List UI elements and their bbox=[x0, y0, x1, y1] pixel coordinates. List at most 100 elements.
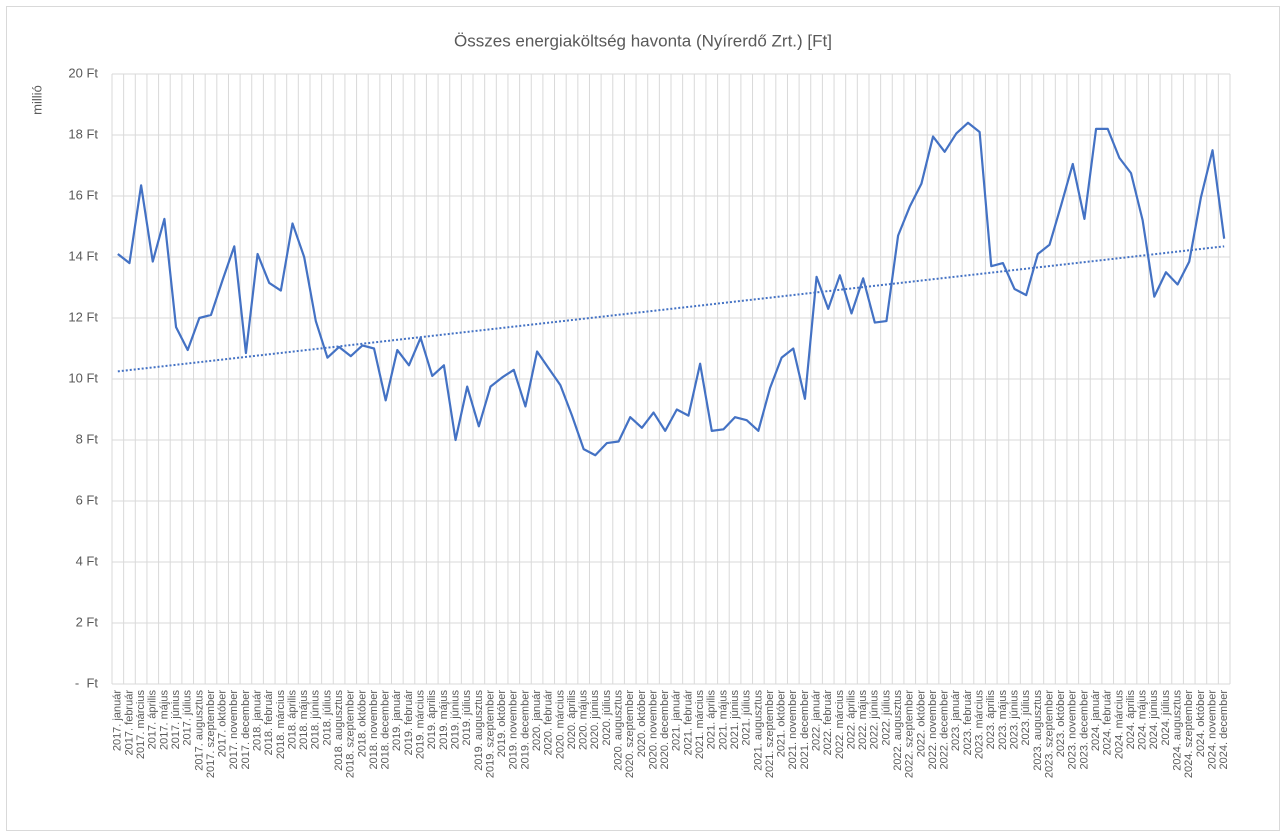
x-tick-label: 2017. október bbox=[217, 690, 229, 758]
x-tick-label: 2024. július bbox=[1160, 690, 1172, 746]
x-tick-label: 2019. szeptember bbox=[484, 690, 496, 778]
x-tick-label: 2019. május bbox=[438, 690, 450, 750]
chart-title: Összes energiaköltség havonta (Nyírerdő … bbox=[454, 31, 832, 50]
x-tick-label: 2021. szeptember bbox=[764, 690, 776, 778]
x-tick-label: 2023. szeptember bbox=[1043, 690, 1055, 778]
x-tick-label: 2023. február bbox=[962, 690, 974, 756]
x-tick-label: 2018. október bbox=[356, 690, 368, 758]
x-tick-label: 2024. november bbox=[1206, 690, 1218, 770]
x-tick-label: 2021. augusztus bbox=[752, 690, 764, 771]
x-tick-label: 2022. április bbox=[845, 690, 857, 750]
x-tick-label: 2020. október bbox=[636, 690, 648, 758]
x-tick-label: 2020. július bbox=[601, 690, 613, 746]
y-tick-label: 18 Ft bbox=[68, 126, 98, 141]
x-tick-label: 2023. december bbox=[1078, 690, 1090, 770]
x-tick-label: 2023. április bbox=[985, 690, 997, 750]
x-tick-label: 2020. február bbox=[543, 690, 555, 756]
x-tick-label: 2017. június bbox=[170, 690, 182, 750]
x-tick-label: 2021. február bbox=[682, 690, 694, 756]
y-tick-label: 12 Ft bbox=[68, 309, 98, 324]
x-tick-label: 2020. március bbox=[554, 690, 566, 760]
x-tick-label: 2017. augusztus bbox=[193, 690, 205, 771]
x-tick-label: 2024. október bbox=[1195, 690, 1207, 758]
x-tick-label: 2023. január bbox=[950, 690, 962, 751]
x-tick-label: 2019. július bbox=[461, 690, 473, 746]
y-tick-label: 10 Ft bbox=[68, 370, 98, 385]
x-tick-label: 2021. november bbox=[787, 690, 799, 770]
x-tick-label: 2019. október bbox=[496, 690, 508, 758]
x-tick-label: 2022. szeptember bbox=[904, 690, 916, 778]
x-tick-label: 2017. január bbox=[112, 690, 124, 751]
x-tick-label: 2024. június bbox=[1148, 690, 1160, 750]
x-tick-label: 2018. augusztus bbox=[333, 690, 345, 771]
x-tick-label: 2020. november bbox=[647, 690, 659, 770]
x-tick-label: 2020. január bbox=[531, 690, 543, 751]
y-tick-label: 4 Ft bbox=[76, 553, 99, 568]
x-tick-label: 2017. február bbox=[123, 690, 135, 756]
x-tick-label: 2019. április bbox=[426, 690, 438, 750]
x-tick-label: 2018. március bbox=[275, 690, 287, 760]
x-tick-label: 2021. december bbox=[799, 690, 811, 770]
x-tick-label: 2017. július bbox=[182, 690, 194, 746]
x-tick-label: 2023. november bbox=[1067, 690, 1079, 770]
x-tick-label: 2018. május bbox=[298, 690, 310, 750]
y-tick-label: 2 Ft bbox=[76, 614, 99, 629]
x-tick-label: 2023. július bbox=[1020, 690, 1032, 746]
x-tick-label: 2020. szeptember bbox=[624, 690, 636, 778]
x-tick-label: 2018. július bbox=[321, 690, 333, 746]
x-tick-label: 2022. március bbox=[834, 690, 846, 760]
x-tick-label: 2022. október bbox=[915, 690, 927, 758]
x-tick-label: 2017. május bbox=[158, 690, 170, 750]
x-tick-label: 2019. június bbox=[449, 690, 461, 750]
x-tick-label: 2024. szeptember bbox=[1183, 690, 1195, 778]
x-tick-label: 2017. november bbox=[228, 690, 240, 770]
x-tick-label: 2017. március bbox=[135, 690, 147, 760]
x-tick-label: 2021. október bbox=[776, 690, 788, 758]
x-tick-label: 2023. augusztus bbox=[1032, 690, 1044, 771]
y-axis-label: millió bbox=[29, 85, 44, 115]
y-tick-label: 20 Ft bbox=[68, 65, 98, 80]
x-tick-label: 2021. május bbox=[717, 690, 729, 750]
x-tick-label: 2022. május bbox=[857, 690, 869, 750]
y-tick-label: 16 Ft bbox=[68, 187, 98, 202]
x-tick-label: 2018. június bbox=[310, 690, 322, 750]
x-tick-label: 2020. április bbox=[566, 690, 578, 750]
x-tick-label: 2019. augusztus bbox=[473, 690, 485, 771]
x-tick-label: 2019. november bbox=[508, 690, 520, 770]
x-tick-label: 2021. április bbox=[706, 690, 718, 750]
x-tick-label: 2024. április bbox=[1125, 690, 1137, 750]
series-line bbox=[117, 121, 1226, 457]
x-tick-label: 2022. július bbox=[880, 690, 892, 746]
x-tick-label: 2021. július bbox=[741, 690, 753, 746]
x-tick-label: 2021. március bbox=[694, 690, 706, 760]
x-tick-label: 2023. október bbox=[1055, 690, 1067, 758]
trend-line bbox=[117, 245, 1225, 373]
x-tick-label: 2020. december bbox=[659, 690, 671, 770]
x-tick-label: 2020. június bbox=[589, 690, 601, 750]
y-tick-label: 6 Ft bbox=[76, 492, 99, 507]
x-tick-label: 2018. február bbox=[263, 690, 275, 756]
x-tick-label: 2022. augusztus bbox=[892, 690, 904, 771]
x-tick-label: 2024. január bbox=[1090, 690, 1102, 751]
x-tick-label: 2024. december bbox=[1218, 690, 1230, 770]
y-tick-label: 8 Ft bbox=[76, 431, 99, 446]
x-tick-label: 2018. november bbox=[368, 690, 380, 770]
x-tick-label: 2023. május bbox=[997, 690, 1009, 750]
x-tick-label: 2024. május bbox=[1137, 690, 1149, 750]
x-tick-label: 2022. január bbox=[810, 690, 822, 751]
x-tick-label: 2022. február bbox=[822, 690, 834, 756]
x-tick-label: 2020. május bbox=[578, 690, 590, 750]
x-tick-label: 2018. szeptember bbox=[345, 690, 357, 778]
x-tick-label: 2023. június bbox=[1008, 690, 1020, 750]
x-tick-label: 2023. március bbox=[974, 690, 986, 760]
x-tick-label: 2020. augusztus bbox=[613, 690, 625, 771]
x-tick-label: 2018. január bbox=[251, 690, 263, 751]
y-tick-label: 14 Ft bbox=[68, 248, 98, 263]
x-tick-label: 2024. augusztus bbox=[1172, 690, 1184, 771]
x-tick-label: 2017. április bbox=[147, 690, 159, 750]
x-tick-label: 2022. december bbox=[939, 690, 951, 770]
x-tick-label: 2022. november bbox=[927, 690, 939, 770]
x-tick-label: 2021. június bbox=[729, 690, 741, 750]
x-tick-label: 2017. szeptember bbox=[205, 690, 217, 778]
